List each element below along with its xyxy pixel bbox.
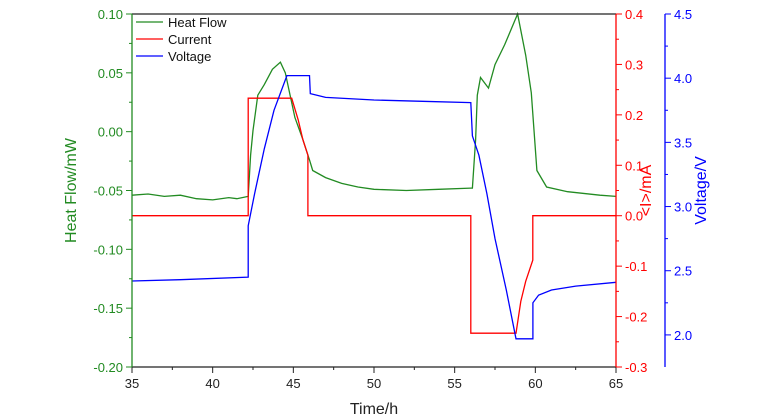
series-current-line — [132, 97, 616, 334]
x-tick-label: 40 — [205, 376, 219, 391]
current-tick-label: 0.3 — [625, 57, 643, 72]
x-tick-label: 35 — [125, 376, 139, 391]
series-voltage-line — [131, 74, 617, 340]
current-tick-label: 0.4 — [625, 7, 643, 22]
voltage-tick-label: 2.5 — [674, 264, 692, 279]
legend-label-current: Current — [168, 32, 212, 47]
heat-tick-label: 0.00 — [98, 125, 123, 140]
x-tick-label: 45 — [286, 376, 300, 391]
current-tick-label: -0.3 — [625, 360, 647, 375]
voltage-tick-label: 4.5 — [674, 7, 692, 22]
legend-label-heat: Heat Flow — [168, 15, 227, 30]
heat-tick-label: 0.05 — [98, 66, 123, 81]
voltage-tick-label: 2.0 — [674, 328, 692, 343]
heat-tick-label: -0.20 — [93, 360, 123, 375]
current-tick-label: -0.1 — [625, 259, 647, 274]
current-axis-label: <I>/mA — [638, 164, 655, 216]
x-tick-label: 60 — [528, 376, 542, 391]
voltage-axis-label: Voltage/V — [693, 156, 710, 225]
current-tick-label: 0.1 — [625, 158, 643, 173]
current-tick-label: 0.0 — [625, 209, 643, 224]
heat-tick-label: -0.15 — [93, 301, 123, 316]
legend-label-voltage: Voltage — [168, 49, 211, 64]
legend: Heat Flow Current Voltage — [136, 15, 227, 64]
x-tick-label: 50 — [367, 376, 381, 391]
heat-tick-label: 0.10 — [98, 7, 123, 22]
heat-tick-label: -0.10 — [93, 242, 123, 257]
heat-tick-label: -0.05 — [93, 184, 123, 199]
current-tick-label: -0.2 — [625, 310, 647, 325]
x-axis-label: Time/h — [350, 401, 398, 418]
voltage-tick-label: 3.5 — [674, 135, 692, 150]
x-tick-label: 55 — [447, 376, 461, 391]
voltage-tick-label: 4.0 — [674, 71, 692, 86]
x-tick-label: 65 — [609, 376, 623, 391]
voltage-tick-label: 3.0 — [674, 200, 692, 215]
heat-axis-label: Heat Flow/mW — [63, 137, 80, 243]
current-tick-label: 0.2 — [625, 108, 643, 123]
